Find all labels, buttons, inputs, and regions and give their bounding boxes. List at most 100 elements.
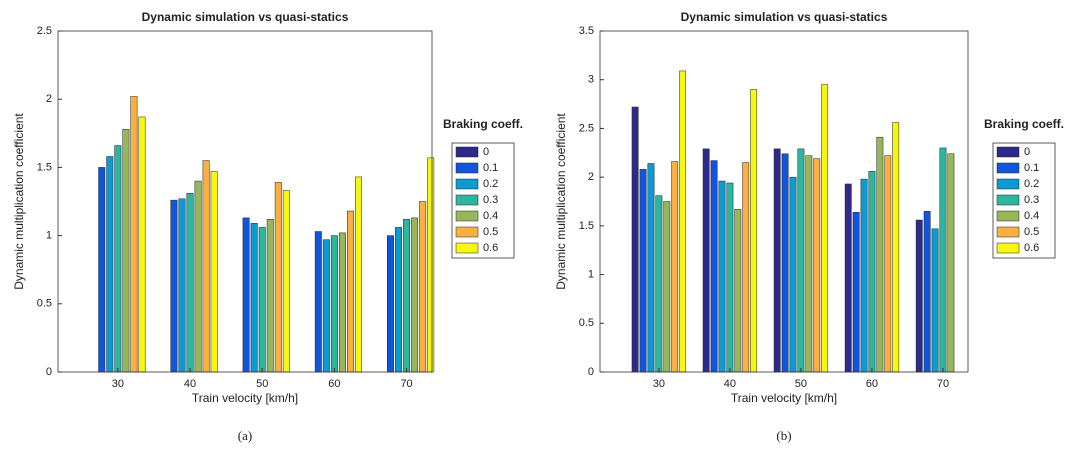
legend-swatch	[996, 226, 1020, 238]
bar	[130, 96, 138, 373]
y-tick-label: 0	[588, 366, 594, 378]
x-tick-label: 40	[184, 378, 196, 390]
bar	[734, 209, 742, 373]
bar	[338, 232, 346, 373]
bar	[114, 145, 122, 373]
bar	[178, 198, 186, 373]
bar	[663, 201, 671, 373]
bar	[797, 148, 805, 373]
bar	[258, 227, 266, 373]
x-tick-label: 50	[795, 378, 807, 390]
legend-swatch	[455, 242, 479, 254]
x-tick-label: 60	[328, 378, 340, 390]
bar	[427, 157, 435, 373]
legend-label: 0	[1024, 146, 1030, 158]
y-tick-label: 0.5	[37, 298, 52, 310]
legend-label: 0.5	[1024, 226, 1039, 238]
bar	[844, 183, 852, 373]
bar	[274, 182, 282, 373]
x-tick-label: 60	[866, 378, 878, 390]
bar	[773, 148, 781, 373]
legend-swatch	[996, 146, 1020, 158]
bar	[852, 211, 860, 373]
bar	[242, 217, 250, 373]
bar	[106, 156, 114, 373]
bar	[387, 235, 394, 373]
legend-swatch	[996, 242, 1020, 254]
bar	[742, 162, 750, 373]
bar	[805, 155, 813, 373]
y-tick-label: 3.5	[579, 25, 594, 37]
legend-label: 0.6	[483, 242, 498, 254]
x-tick-label: 50	[256, 378, 268, 390]
legend-swatch	[996, 162, 1020, 174]
y-axis-label: Dynamic multiplication coefficient	[12, 113, 26, 290]
y-tick-label: 2.5	[37, 25, 52, 37]
bar	[266, 218, 274, 373]
legend-label: 0.4	[1024, 210, 1039, 222]
legend-swatch	[996, 178, 1020, 190]
chart-title: Dynamic simulation vs quasi-statics	[142, 10, 349, 24]
bar	[631, 106, 639, 373]
legend-label: 0.2	[1024, 178, 1039, 190]
bar	[186, 193, 194, 373]
y-tick-label: 1.5	[37, 161, 52, 173]
y-tick-label: 0	[46, 366, 52, 378]
bar	[403, 218, 411, 373]
bar	[718, 180, 726, 373]
y-tick-label: 2	[588, 171, 594, 183]
bar	[702, 148, 710, 373]
y-tick-label: 2	[46, 93, 52, 105]
x-axis-label: Train velocity [km/h]	[192, 391, 298, 405]
legend-label: 0	[483, 146, 489, 158]
x-tick-label: 30	[112, 378, 124, 390]
legend-title: Braking coeff.	[984, 117, 1064, 131]
y-axis-label: Dynamic multiplication coefficient	[554, 113, 568, 290]
x-tick-label: 40	[724, 378, 736, 390]
legend-label: 0.3	[483, 194, 498, 206]
x-tick-label: 70	[400, 378, 412, 390]
bar	[330, 235, 338, 373]
bar	[939, 147, 947, 373]
bar	[655, 195, 663, 373]
legend-swatch	[455, 210, 479, 222]
bar	[710, 160, 718, 373]
legend-swatch	[455, 226, 479, 238]
bar	[781, 153, 789, 373]
bar	[282, 190, 290, 373]
bar	[250, 223, 258, 373]
bar	[210, 171, 218, 373]
bar	[314, 231, 322, 373]
bar	[868, 171, 876, 373]
legend-label: 0.5	[483, 226, 498, 238]
x-tick-label: 30	[653, 378, 665, 390]
x-tick-label: 70	[937, 378, 949, 390]
legend-swatch	[996, 210, 1020, 222]
y-tick-label: 1	[46, 230, 52, 242]
axes-box	[599, 30, 969, 373]
bar	[202, 160, 210, 373]
bar	[813, 158, 821, 373]
bar	[194, 180, 202, 373]
bar	[419, 201, 427, 373]
y-tick-label: 3	[588, 74, 594, 86]
bar	[876, 136, 884, 373]
x-axis-label: Train velocity [km/h]	[731, 391, 837, 405]
bar	[122, 128, 130, 373]
legend-swatch	[455, 146, 479, 158]
y-tick-label: 1.5	[579, 220, 594, 232]
legend-label: 0.2	[483, 178, 498, 190]
bar	[395, 227, 402, 373]
bar	[138, 116, 146, 373]
caption: (b)	[776, 428, 791, 443]
caption: (a)	[238, 428, 252, 443]
legend-swatch	[455, 162, 479, 174]
bar	[789, 176, 797, 373]
legend-label: 0.3	[1024, 194, 1039, 206]
bar	[347, 210, 354, 373]
bar	[170, 199, 178, 373]
legend-swatch	[996, 194, 1020, 206]
y-tick-label: 1	[588, 268, 594, 280]
bar	[923, 210, 931, 373]
legend-swatch	[455, 178, 479, 190]
